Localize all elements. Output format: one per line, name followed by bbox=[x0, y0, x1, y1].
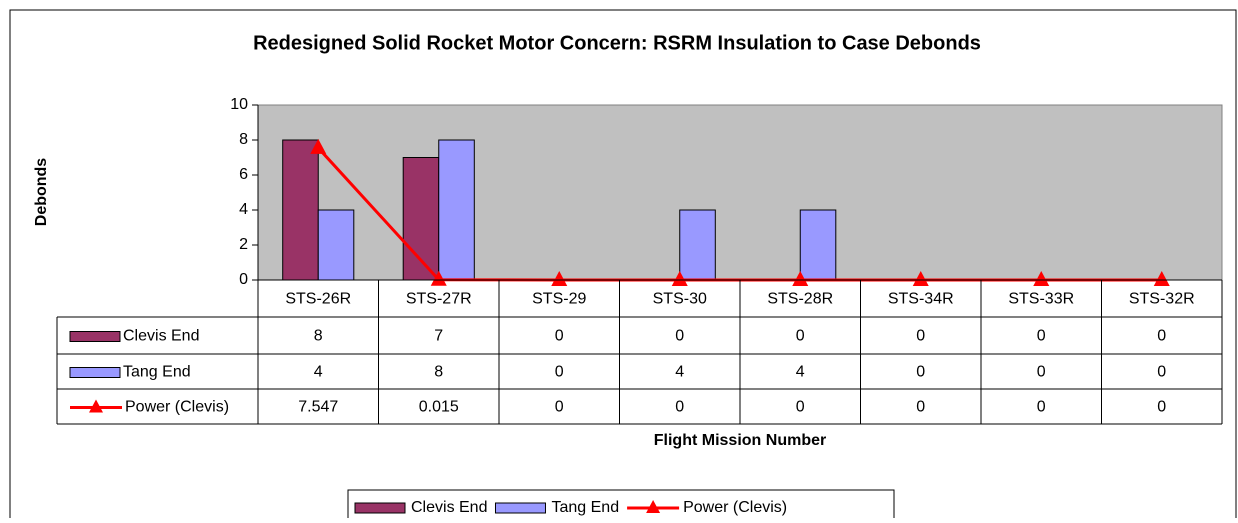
table-cell: 4 bbox=[675, 364, 684, 381]
line-marker bbox=[551, 271, 568, 286]
bar bbox=[799, 209, 837, 281]
table-cell: 4 bbox=[314, 364, 323, 381]
table-row-label: Tang End bbox=[123, 364, 191, 381]
bar bbox=[282, 139, 319, 281]
x-tick-label: STS-28R bbox=[767, 291, 833, 308]
plot-area bbox=[257, 104, 1223, 281]
legend-key bbox=[69, 331, 121, 342]
y-tick-label: 0 bbox=[239, 271, 248, 288]
table-cell: 0.015 bbox=[419, 399, 459, 416]
table-cell: 4 bbox=[796, 364, 805, 381]
y-tick-label: 6 bbox=[239, 166, 248, 183]
table-cell: 8 bbox=[434, 364, 443, 381]
line-marker bbox=[792, 271, 809, 286]
table-cell: 0 bbox=[796, 399, 805, 416]
chart-title: Redesigned Solid Rocket Motor Concern: R… bbox=[253, 32, 981, 54]
y-tick-label: 8 bbox=[239, 131, 248, 148]
x-tick-label: STS-29 bbox=[532, 291, 586, 308]
table-cell: 0 bbox=[1037, 328, 1046, 345]
table-cell: 0 bbox=[675, 328, 684, 345]
legend-key-marker bbox=[89, 399, 103, 413]
line-marker bbox=[1033, 271, 1050, 286]
x-tick-label: STS-33R bbox=[1008, 291, 1074, 308]
table-cell: 0 bbox=[796, 328, 805, 345]
table-cell: 0 bbox=[555, 364, 564, 381]
table-cell: 0 bbox=[916, 328, 925, 345]
table-cell: 0 bbox=[555, 328, 564, 345]
table-cell: 0 bbox=[1157, 328, 1166, 345]
y-tick-label: 10 bbox=[230, 96, 248, 113]
line-marker bbox=[912, 271, 929, 286]
legend-label: Tang End bbox=[551, 499, 619, 516]
table-cell: 0 bbox=[1037, 399, 1046, 416]
y-tick-label: 4 bbox=[239, 201, 248, 218]
y-tick-label: 2 bbox=[239, 236, 248, 253]
table-cell: 0 bbox=[1157, 364, 1166, 381]
table-row-label: Power (Clevis) bbox=[125, 399, 229, 416]
x-tick-label: STS-30 bbox=[653, 291, 707, 308]
table-cell: 0 bbox=[916, 364, 925, 381]
x-tick-label: STS-26R bbox=[285, 291, 351, 308]
table-cell: 7 bbox=[434, 328, 443, 345]
line-marker bbox=[310, 138, 327, 154]
table-cell: 0 bbox=[555, 399, 564, 416]
table-cell: 0 bbox=[916, 399, 925, 416]
table-cell: 0 bbox=[675, 399, 684, 416]
table-row-label: Clevis End bbox=[123, 328, 199, 345]
table-cell: 0 bbox=[1037, 364, 1046, 381]
table-cell: 8 bbox=[314, 328, 323, 345]
table-cell: 0 bbox=[1157, 399, 1166, 416]
y-axis-label: Debonds bbox=[33, 158, 50, 227]
x-tick-label: STS-27R bbox=[406, 291, 472, 308]
legend-label: Clevis End bbox=[411, 499, 487, 516]
bar bbox=[679, 209, 716, 281]
x-axis-label: Flight Mission Number bbox=[654, 432, 826, 449]
bar bbox=[438, 139, 475, 281]
x-tick-label: STS-32R bbox=[1129, 291, 1195, 308]
x-tick-label: STS-34R bbox=[888, 291, 954, 308]
bar bbox=[317, 209, 355, 281]
line-marker bbox=[671, 271, 688, 286]
legend-key bbox=[69, 367, 121, 378]
legend-key-marker bbox=[646, 500, 661, 513]
legend-key bbox=[354, 502, 406, 514]
line-marker bbox=[430, 270, 447, 286]
table-cell: 7.547 bbox=[298, 399, 338, 416]
legend-key bbox=[494, 502, 546, 514]
legend-label: Power (Clevis) bbox=[683, 499, 787, 516]
line-marker bbox=[1153, 271, 1170, 286]
